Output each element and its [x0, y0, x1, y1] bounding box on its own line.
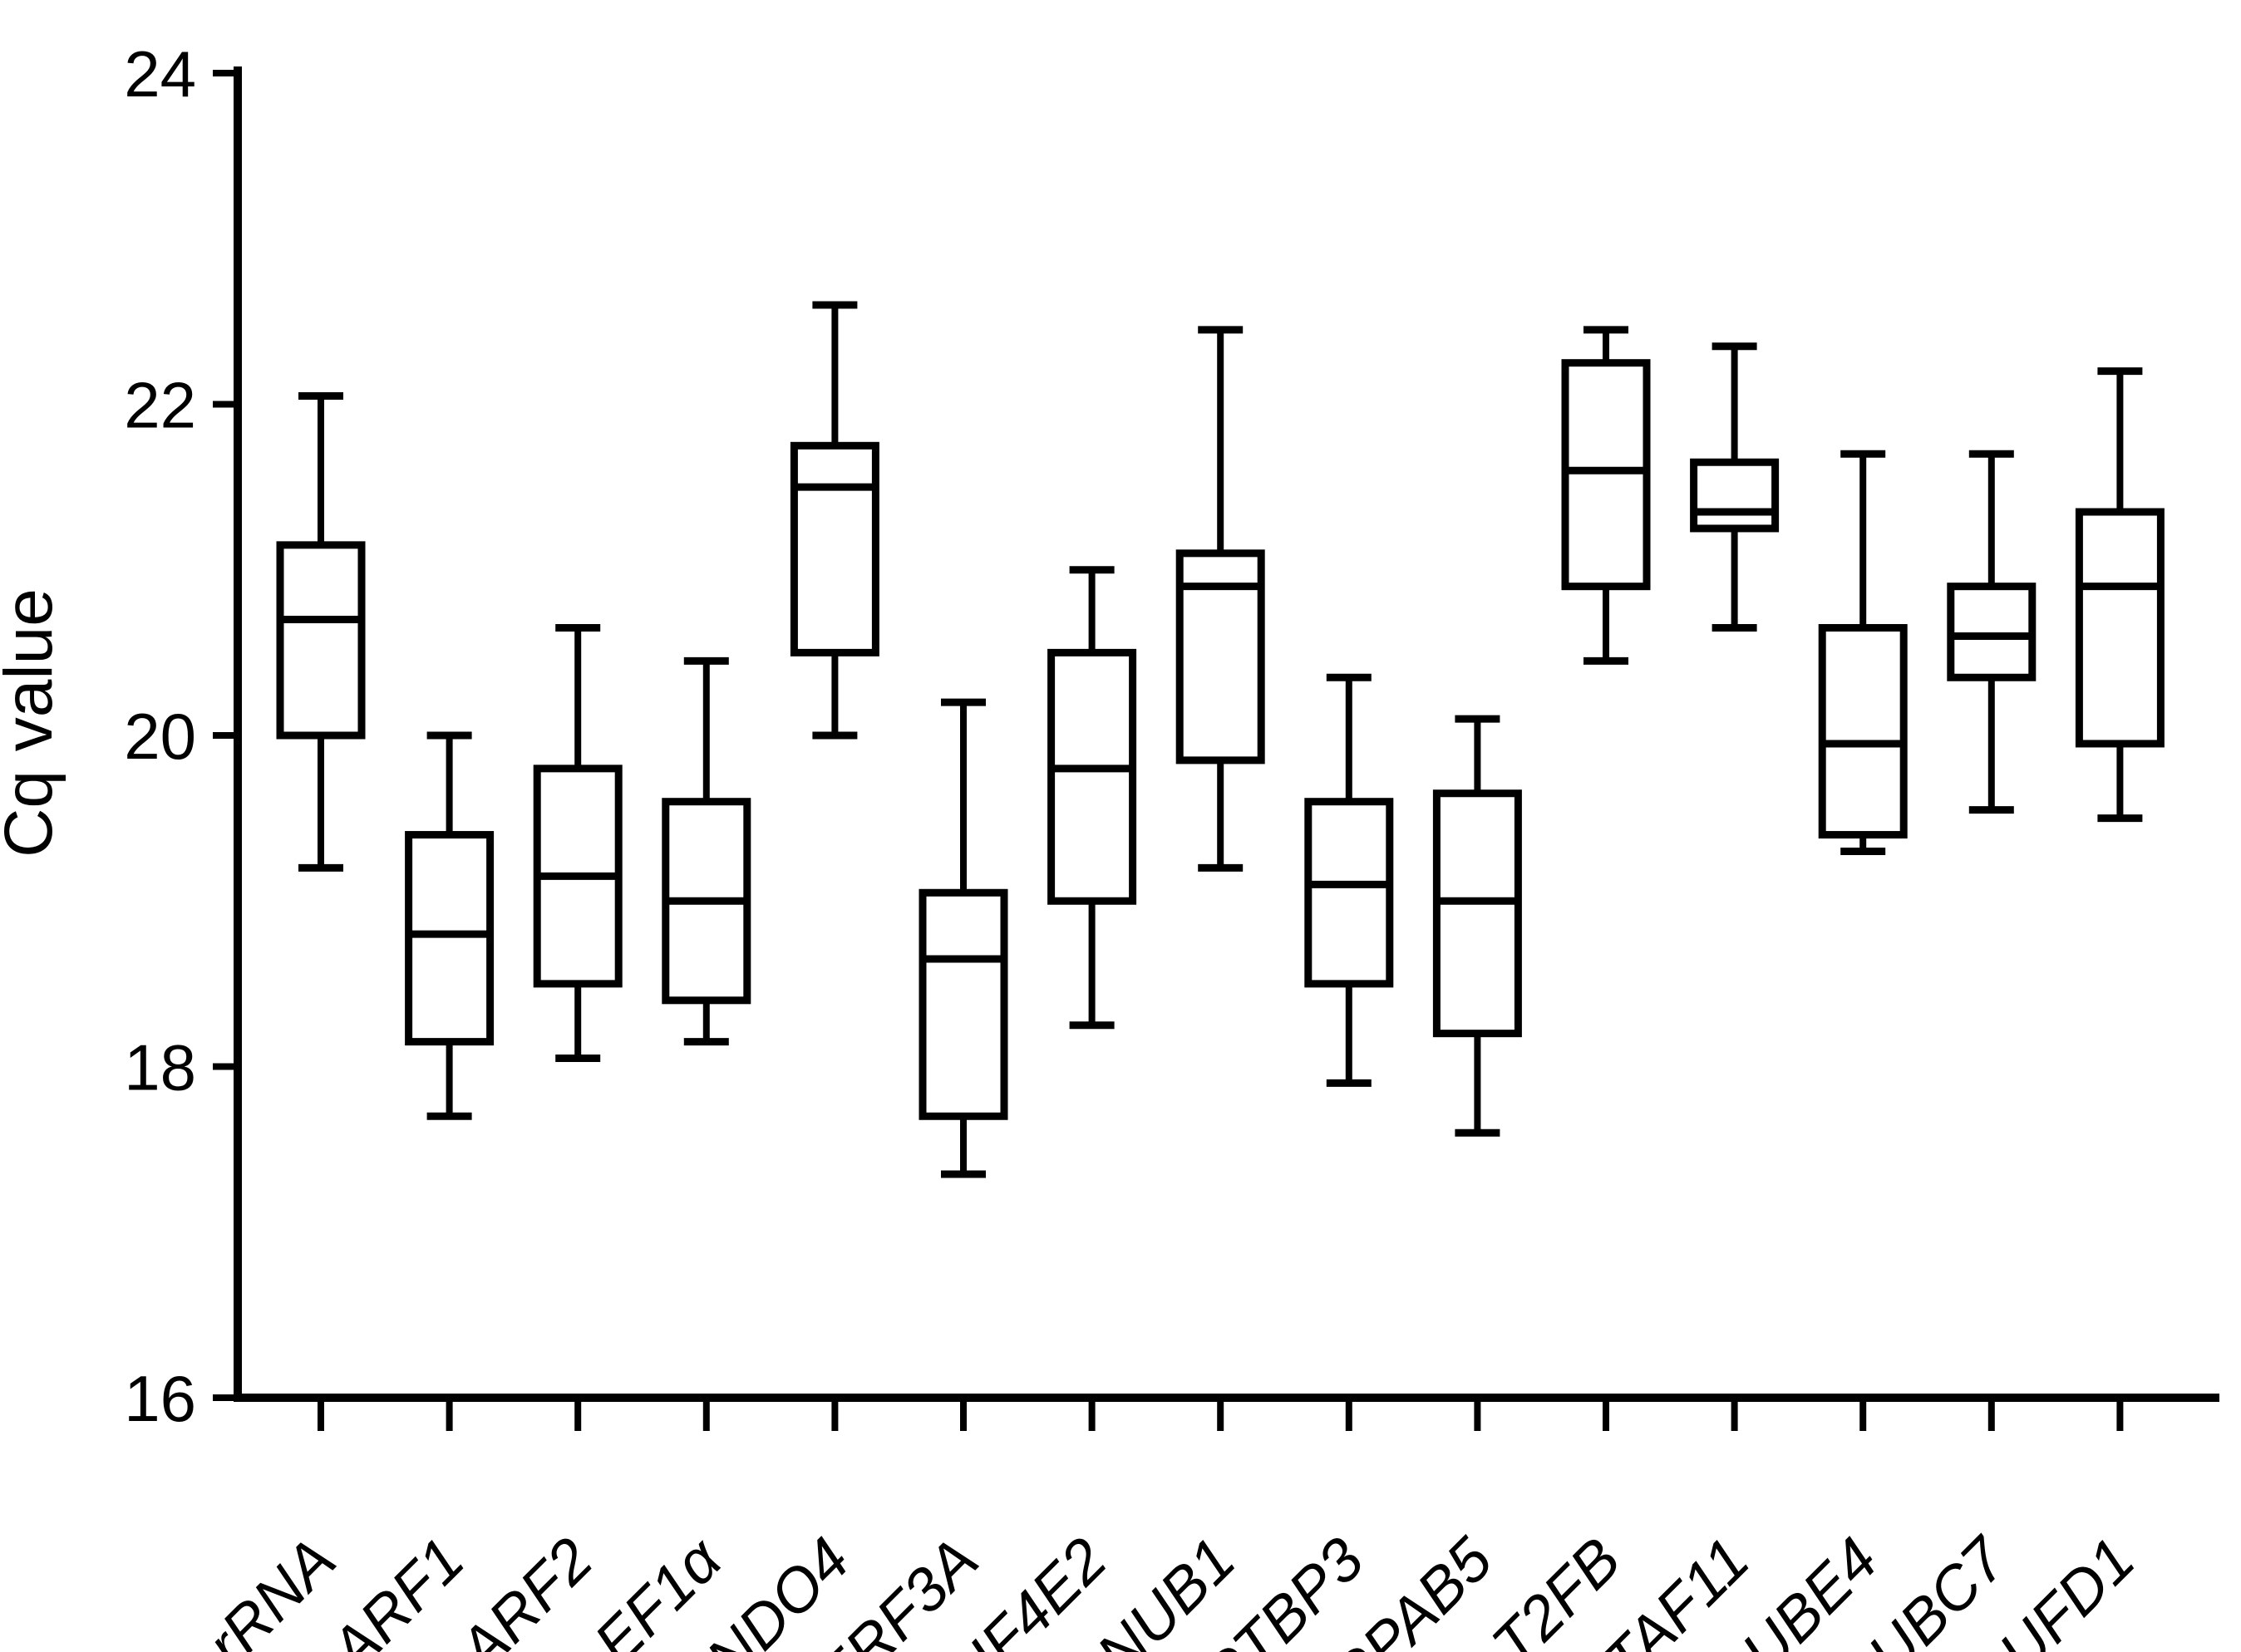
x-category-label: ARF2 — [443, 1525, 605, 1652]
box-RPAB5 — [1432, 715, 1522, 1137]
box-ARF1 — [405, 731, 495, 1120]
y-tick-label: 20 — [124, 700, 196, 773]
y-tick-label: 18 — [124, 1031, 196, 1104]
box-ENDO4 — [790, 301, 879, 740]
y-axis: 16 18 20 22 24 — [124, 37, 242, 1435]
box-NUB1 — [1175, 326, 1265, 872]
x-axis: 18S rRNAARF1ARF2EF1αENDO4ERF3AIF4E2NUB1P… — [104, 1394, 2219, 1652]
box-UBC7 — [1947, 450, 2037, 814]
y-tick-label: 22 — [124, 369, 196, 442]
iqr-box — [1047, 648, 1137, 905]
iqr-box — [1818, 623, 1908, 839]
box-18S-rRNA — [276, 392, 366, 872]
iqr-box — [919, 888, 1008, 1120]
box-ERF3A — [919, 698, 1008, 1178]
iqr-box — [1690, 458, 1780, 533]
box-series — [276, 301, 2165, 1178]
iqr-box — [276, 541, 366, 740]
x-category-label: UFD1 — [1985, 1525, 2147, 1652]
iqr-box — [1432, 789, 1522, 1038]
x-category-label: 18S rRNA — [104, 1525, 348, 1652]
box-TAF11 — [1690, 342, 1780, 632]
box-UFD1 — [2075, 367, 2165, 823]
iqr-box — [405, 831, 495, 1046]
box-T2FB — [1561, 326, 1651, 665]
y-tick-label: 24 — [124, 37, 196, 111]
y-axis-title: Cq value — [0, 588, 66, 858]
iqr-box — [1947, 583, 2037, 681]
iqr-box — [2075, 508, 2165, 748]
box-EF1α — [662, 656, 751, 1046]
box-ARF2 — [533, 623, 623, 1063]
box-IF4E2 — [1047, 566, 1137, 1030]
iqr-box — [1304, 798, 1394, 988]
y-tick-label: 16 — [124, 1362, 196, 1435]
iqr-box — [790, 441, 879, 656]
iqr-box — [1561, 359, 1651, 591]
box-UBE4 — [1818, 450, 1908, 855]
box-PTBP3 — [1304, 673, 1394, 1087]
